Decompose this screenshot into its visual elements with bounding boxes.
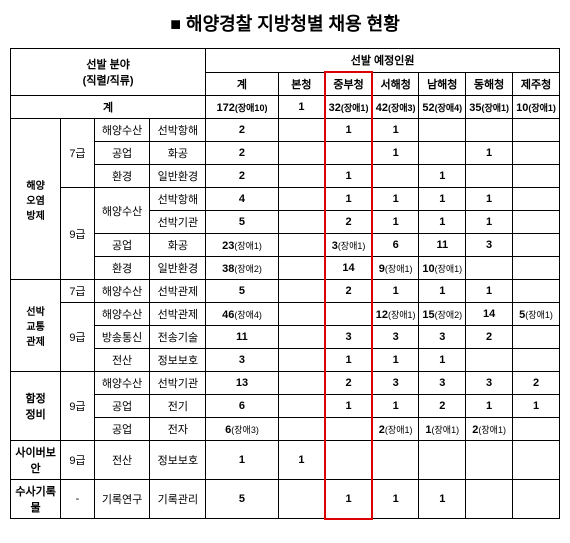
- group-name: 해양 오염 방제: [11, 119, 61, 280]
- dept1-cell: 전산: [94, 349, 150, 372]
- header-hq: 본청: [278, 72, 325, 96]
- dept2-cell: 정보보호: [150, 441, 206, 480]
- table-row: 수사기록물-기록연구기록관리5111: [11, 480, 560, 519]
- header-jeju: 제주청: [513, 72, 560, 96]
- dept1-cell: 해양수산: [94, 188, 150, 234]
- dept2-cell: 전기: [150, 395, 206, 418]
- header-donghae: 동해청: [466, 72, 513, 96]
- grade-cell: 9급: [61, 372, 94, 441]
- table-row: 해양 오염 방제7급해양수산선박항해211: [11, 119, 560, 142]
- dept2-cell: 정보보호: [150, 349, 206, 372]
- group-name: 수사기록물: [11, 480, 61, 519]
- dept1-cell: 해양수산: [94, 303, 150, 326]
- dept1-cell: 공업: [94, 234, 150, 257]
- grade-cell: 9급: [61, 441, 94, 480]
- dept2-cell: 전자: [150, 418, 206, 441]
- table-row: 함정 정비9급해양수산선박기관1323332: [11, 372, 560, 395]
- grade-cell: 7급: [61, 119, 94, 188]
- dept2-cell: 화공: [150, 234, 206, 257]
- dept2-cell: 선박기관: [150, 211, 206, 234]
- dept1-cell: 기록연구: [94, 480, 150, 519]
- dept1-cell: 공업: [94, 418, 150, 441]
- dept2-cell: 일반환경: [150, 257, 206, 280]
- table-row: 9급해양수산선박관제46(장애4)12(장애1)15(장애2)145(장애1): [11, 303, 560, 326]
- table-row: 9급해양수산선박항해41111: [11, 188, 560, 211]
- dept2-cell: 선박항해: [150, 188, 206, 211]
- dept1-cell: 방송통신: [94, 326, 150, 349]
- group-name: 사이버보안: [11, 441, 61, 480]
- header-seohae: 서해청: [372, 72, 419, 96]
- header-total: 계: [206, 72, 279, 96]
- dept2-cell: 화공: [150, 142, 206, 165]
- dept1-cell: 해양수산: [94, 119, 150, 142]
- dept2-cell: 전송기술: [150, 326, 206, 349]
- dept2-cell: 기록관리: [150, 480, 206, 519]
- header-namhae: 남해청: [419, 72, 466, 96]
- header-jungbu: 중부청: [325, 72, 372, 96]
- dept2-cell: 선박관제: [150, 280, 206, 303]
- dept1-cell: 해양수산: [94, 280, 150, 303]
- header-field: 선발 분야 (직렬/직류): [11, 49, 206, 96]
- table-row: 사이버보안9급전산정보보호11: [11, 441, 560, 480]
- grade-cell: 7급: [61, 280, 94, 303]
- dept1-cell: 공업: [94, 142, 150, 165]
- dept1-cell: 공업: [94, 395, 150, 418]
- total-row-label: 계: [11, 96, 206, 119]
- dept2-cell: 일반환경: [150, 165, 206, 188]
- dept2-cell: 선박항해: [150, 119, 206, 142]
- dept2-cell: 선박관제: [150, 303, 206, 326]
- dept1-cell: 환경: [94, 165, 150, 188]
- dept1-cell: 환경: [94, 257, 150, 280]
- group-name: 선박 교통 관제: [11, 280, 61, 372]
- grade-cell: 9급: [61, 188, 94, 280]
- table-row: 선박 교통 관제7급해양수산선박관제52111: [11, 280, 560, 303]
- grade-cell: -: [61, 480, 94, 519]
- page-title: ■ 해양경찰 지방청별 채용 현황: [10, 10, 560, 36]
- group-name: 함정 정비: [11, 372, 61, 441]
- recruitment-table: 선발 분야 (직렬/직류) 선발 예정인원 계 본청 중부청 서해청 남해청 동…: [10, 48, 560, 520]
- dept1-cell: 전산: [94, 441, 150, 480]
- grade-cell: 9급: [61, 303, 94, 372]
- header-planned: 선발 예정인원: [206, 49, 560, 73]
- dept2-cell: 선박기관: [150, 372, 206, 395]
- dept1-cell: 해양수산: [94, 372, 150, 395]
